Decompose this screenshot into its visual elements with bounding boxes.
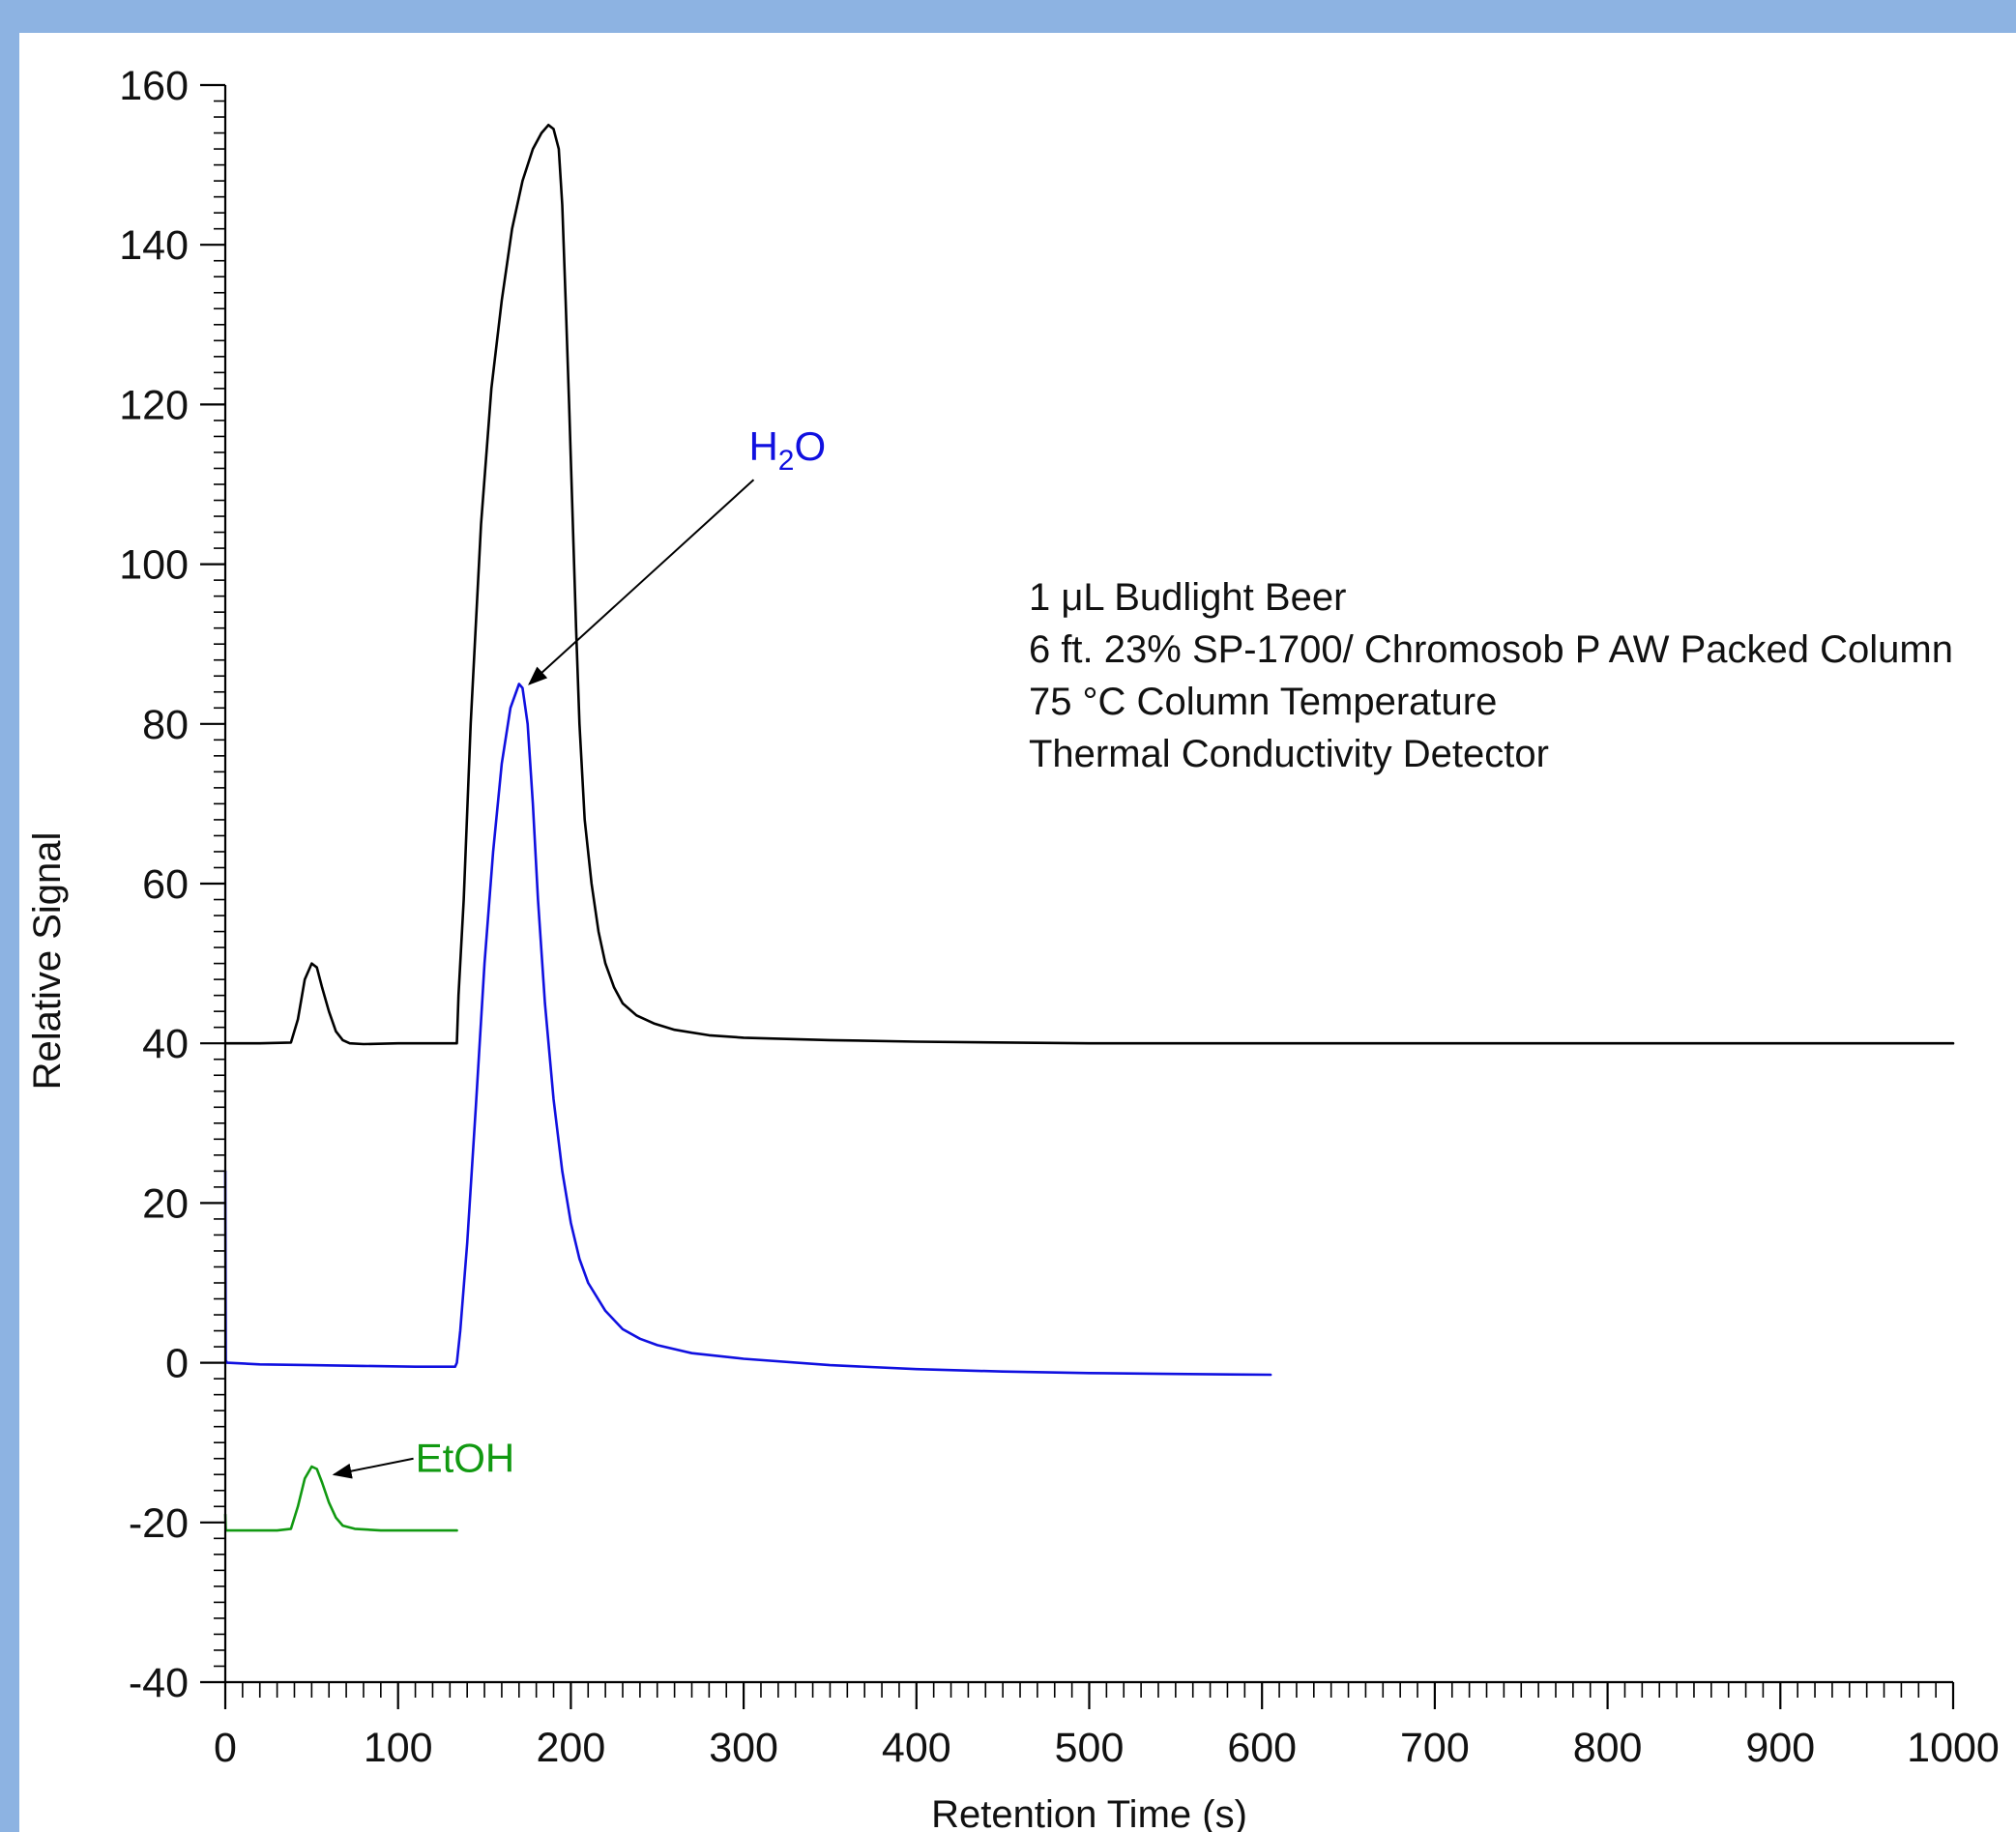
water-trace xyxy=(223,683,1272,1377)
x-tick-label: 300 xyxy=(709,1725,778,1771)
annotation-detector: Thermal Conductivity Detector xyxy=(1029,733,1549,775)
y-tick-label: 20 xyxy=(142,1180,189,1227)
plot-panel: 160 140 120 100 80 60 40 20 0 -20 -40 0 100 200 300 400… xyxy=(19,33,2016,1832)
h2o-label-subscript: 2 xyxy=(778,445,795,477)
y-tick-label: 100 xyxy=(119,542,189,589)
etoh-arrow xyxy=(332,1457,414,1479)
x-tick-label: 200 xyxy=(537,1725,606,1771)
y-tick-label: 40 xyxy=(142,1021,189,1067)
annotation-column: 6 ft. 23% SP-1700/ Chromosob P AW Packed… xyxy=(1029,628,1953,671)
y-tick-label: 80 xyxy=(142,702,189,748)
etoh-label-text: EtOH xyxy=(416,1436,515,1481)
x-tick-label: 500 xyxy=(1055,1725,1125,1771)
annotation-temperature: 75 °C Column Temperature xyxy=(1029,681,1497,723)
h2o-peak-label: H2O xyxy=(528,423,826,685)
y-tick-label: 120 xyxy=(119,382,189,428)
ethanol-trace xyxy=(223,1465,458,1532)
x-tick-label: 900 xyxy=(1745,1725,1815,1771)
y-tick-label: -40 xyxy=(129,1660,189,1706)
h2o-label-base: H xyxy=(748,423,777,469)
h2o-arrow xyxy=(528,479,755,685)
y-tick-label: 140 xyxy=(119,222,189,269)
x-tick-label: 600 xyxy=(1227,1725,1297,1771)
beer-trace xyxy=(223,124,1955,1046)
y-tick-label: -20 xyxy=(129,1500,189,1547)
x-tick-label: 800 xyxy=(1573,1725,1643,1771)
y-tick-label: 160 xyxy=(119,63,189,109)
series-layer xyxy=(223,124,1955,1532)
y-tick-label: 60 xyxy=(142,861,189,908)
labels-layer: Retention Time (s) Relative Signal 1 μL … xyxy=(26,423,1953,1832)
annotation-block: 1 μL Budlight Beer 6 ft. 23% SP-1700/ Ch… xyxy=(1029,576,1953,775)
x-tick-label: 0 xyxy=(214,1725,237,1771)
x-tick-label: 1000 xyxy=(1907,1725,2000,1771)
x-tick-label: 100 xyxy=(364,1725,433,1771)
y-tick-label: 0 xyxy=(165,1341,189,1387)
etoh-peak-label: EtOH xyxy=(332,1436,515,1481)
x-tick-label: 700 xyxy=(1400,1725,1470,1771)
x-axis-title: Retention Time (s) xyxy=(931,1793,1247,1832)
x-tick-label: 400 xyxy=(882,1725,951,1771)
annotation-sample: 1 μL Budlight Beer xyxy=(1029,576,1346,619)
h2o-label-text: H2O xyxy=(748,423,826,477)
y-axis-title: Relative Signal xyxy=(26,832,69,1090)
h2o-label-tail: O xyxy=(794,423,826,469)
